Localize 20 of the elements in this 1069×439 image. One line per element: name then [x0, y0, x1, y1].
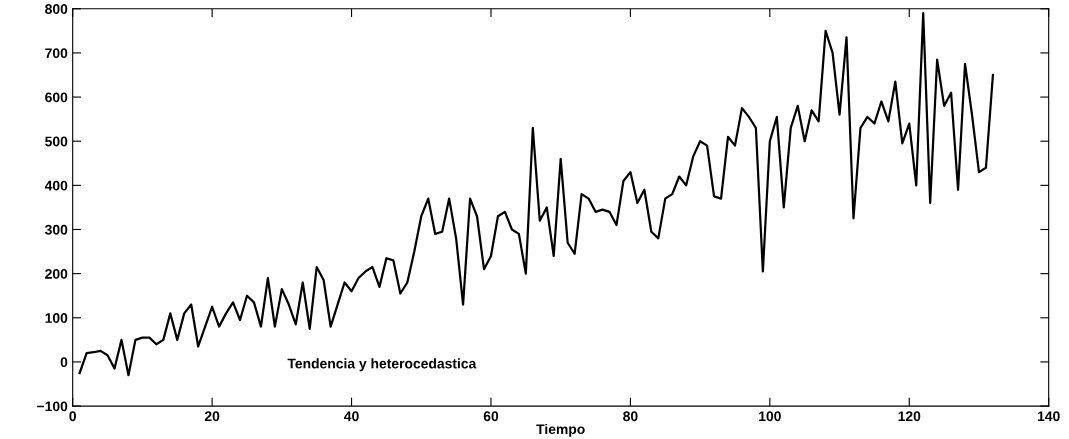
y-tick-label: 0	[60, 357, 68, 368]
y-tick-label: −100	[37, 401, 68, 412]
y-tick-label: 300	[44, 224, 68, 235]
x-tick-label: 0	[69, 411, 76, 422]
x-tick-label: 20	[204, 411, 220, 422]
y-tick-label: 600	[45, 92, 68, 103]
y-tick-label: 700	[45, 48, 68, 59]
y-tick-label: 800	[45, 4, 68, 14]
x-tick-label: 120	[898, 411, 921, 422]
x-tick-label: 40	[344, 411, 359, 422]
annotation: Tendencia y heterocedastica	[287, 358, 477, 372]
y-tick-label: 400	[44, 180, 68, 191]
x-tick-label: 80	[623, 411, 638, 422]
y-tick-label: 200	[45, 268, 68, 279]
x-tick-label: 140	[1037, 411, 1060, 422]
x-tick-label: 100	[759, 411, 781, 422]
x-tick-label: 60	[483, 411, 499, 422]
x-axis-title: Tiempo	[536, 423, 585, 437]
y-tick-label: 100	[45, 313, 68, 323]
y-tick-label: 500	[45, 136, 68, 147]
